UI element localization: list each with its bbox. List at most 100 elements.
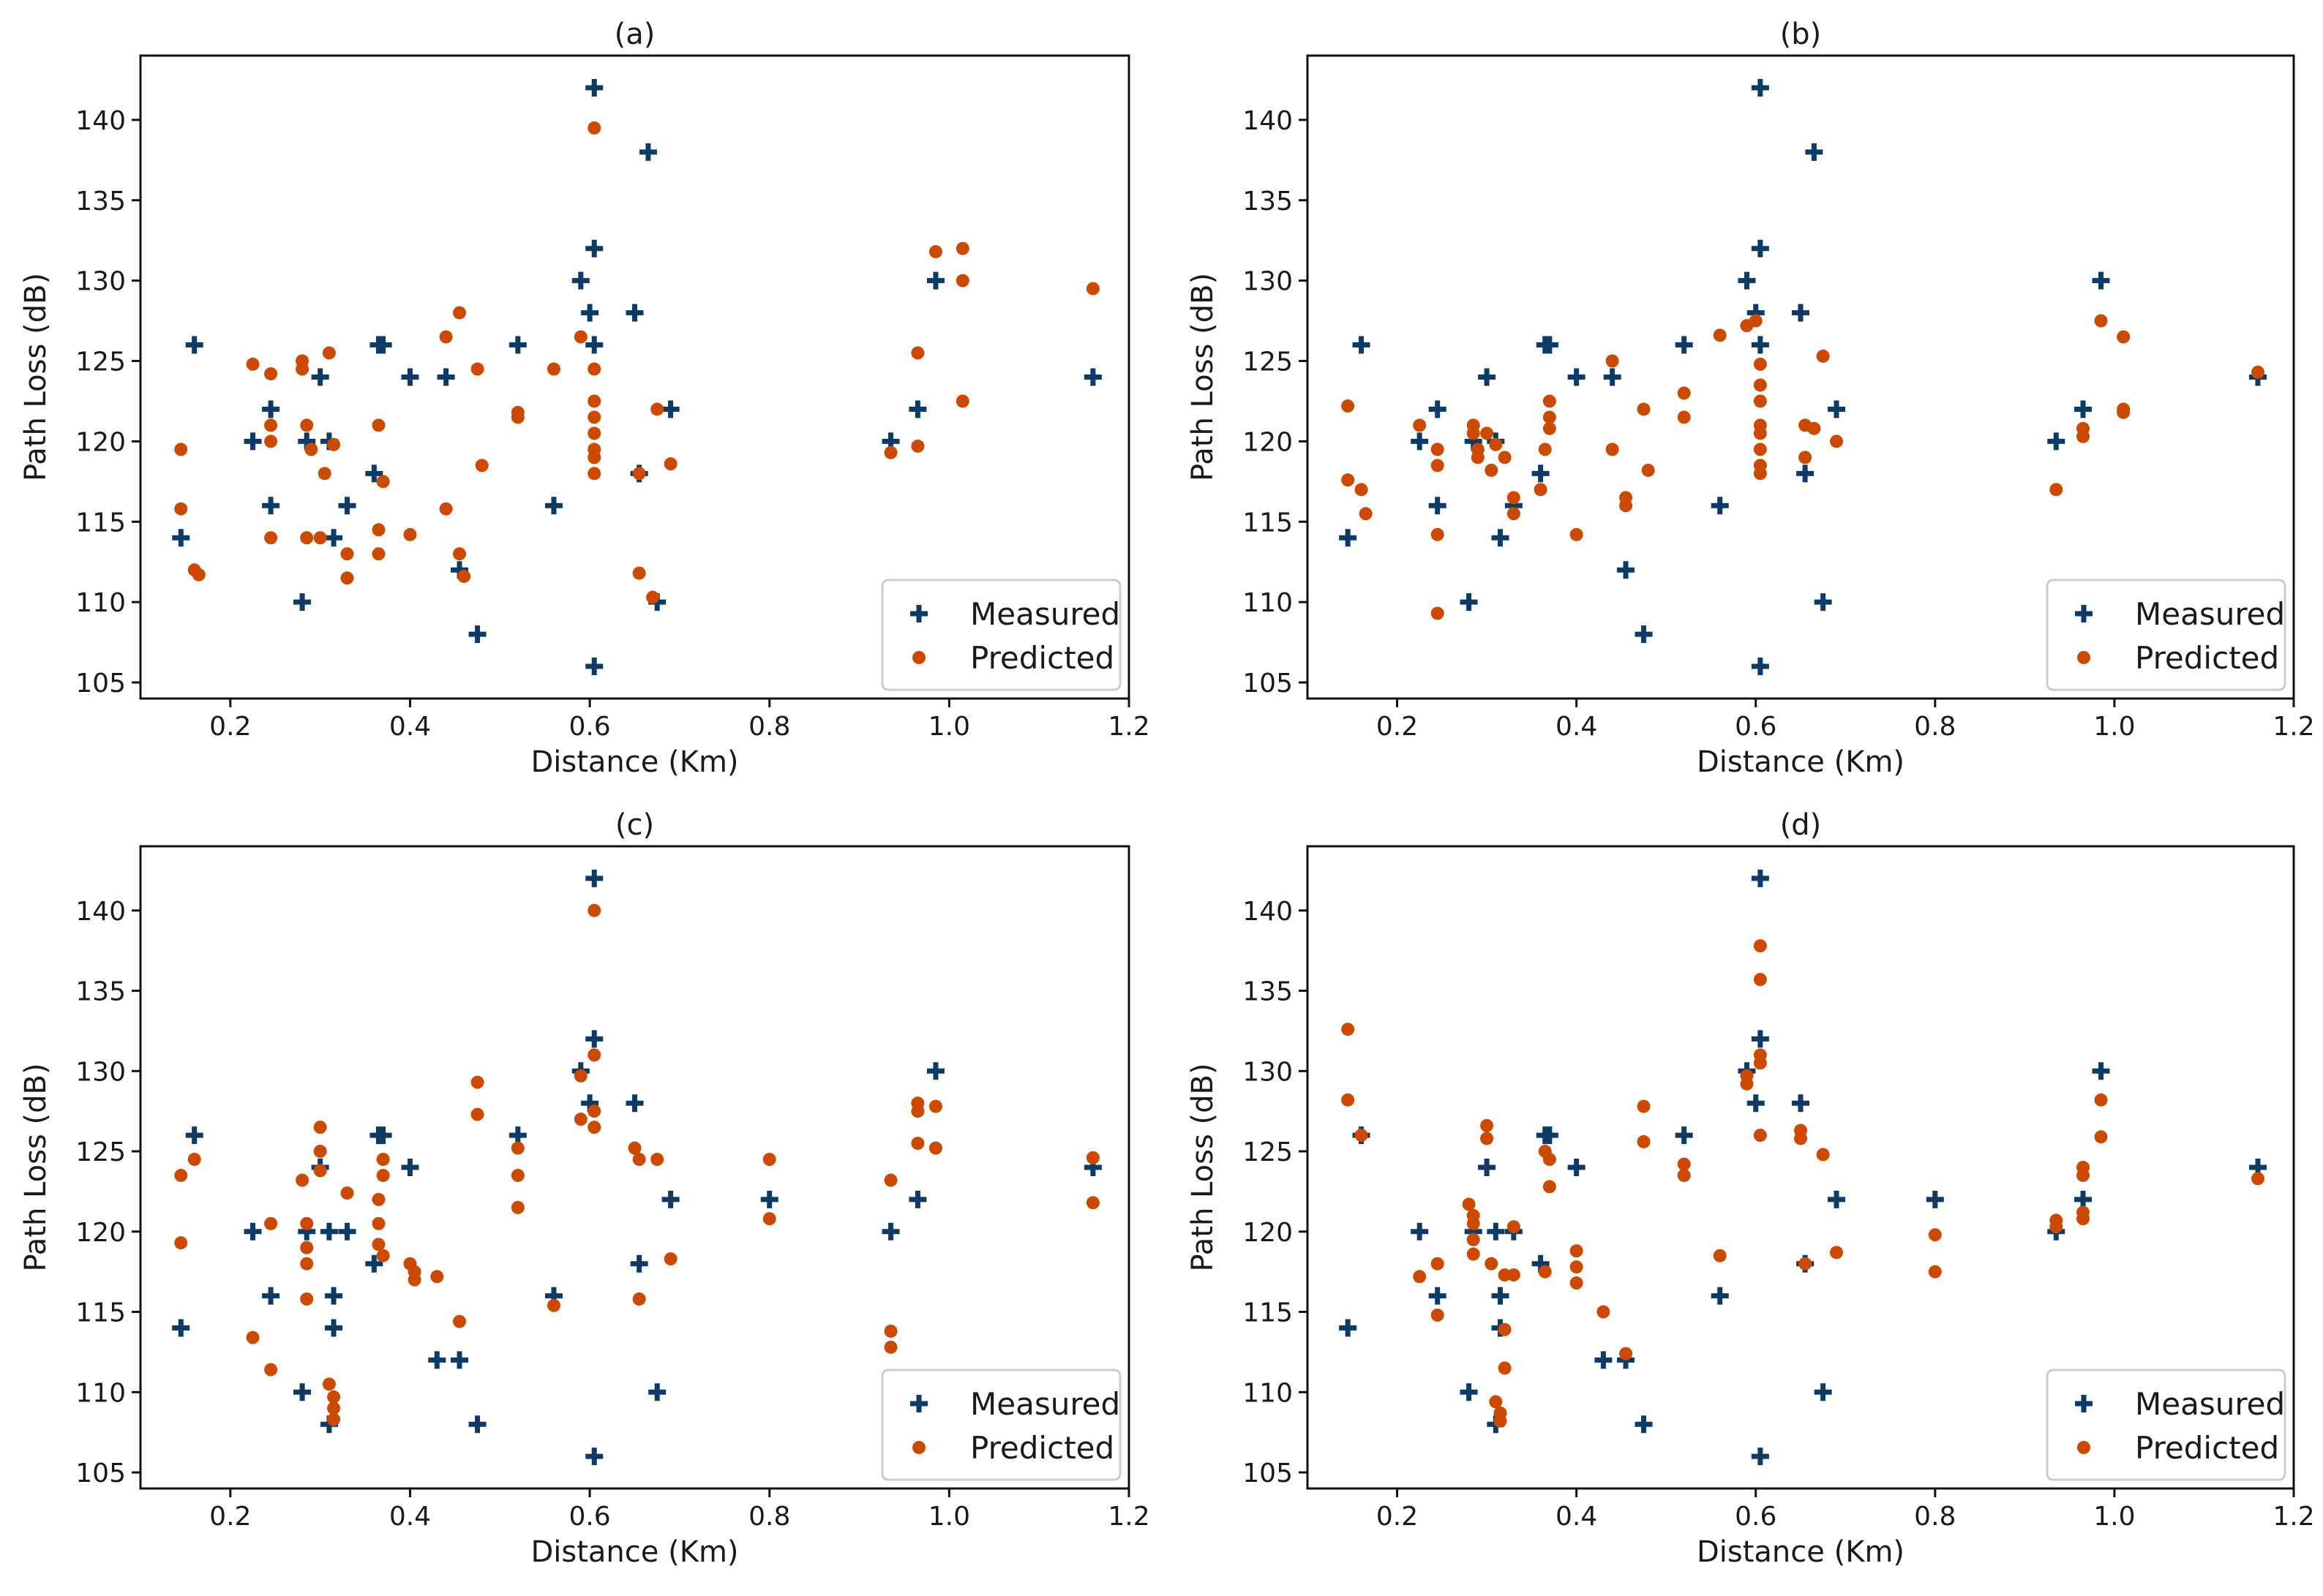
predicted-point-3-2 (1354, 1129, 1368, 1143)
predicted-point-1-7 (1430, 527, 1444, 541)
predicted-point-0-40 (588, 426, 601, 440)
predicted-point-1-15 (1489, 437, 1503, 451)
measured-point-2-20 (544, 1287, 563, 1305)
measured-point-1-10 (1504, 497, 1523, 515)
measured-point-1-18 (1675, 336, 1693, 354)
predicted-point-0-37 (588, 362, 601, 376)
x-axis-label-3: Distance (Km) (1697, 1535, 1904, 1569)
legend-predicted-label-0: Predicted (970, 640, 1114, 676)
measured-point-0-31 (882, 432, 900, 451)
predicted-point-2-17 (327, 1412, 341, 1426)
measured-point-0-1 (185, 336, 203, 354)
predicted-point-0-21 (376, 475, 390, 489)
predicted-point-2-0 (174, 1168, 188, 1182)
y-tick-label-3-6: 135 (1242, 977, 1293, 1007)
measured-point-3-7 (1487, 1222, 1505, 1241)
predicted-point-0-45 (632, 566, 646, 580)
predicted-point-3-27 (1569, 1260, 1583, 1274)
measured-point-0-4 (262, 497, 280, 515)
y-tick-label-2-5: 130 (75, 1057, 126, 1087)
predicted-point-2-4 (264, 1363, 278, 1377)
measured-point-1-4 (1428, 497, 1446, 515)
predicted-point-3-45 (1798, 1257, 1812, 1271)
predicted-point-3-57 (2094, 1130, 2108, 1144)
predicted-point-2-42 (628, 1141, 642, 1155)
predicted-point-3-59 (2251, 1172, 2264, 1186)
predicted-point-1-36 (1753, 357, 1767, 371)
predicted-point-0-38 (588, 394, 601, 408)
predicted-point-1-56 (2251, 365, 2264, 379)
predicted-point-0-18 (340, 547, 354, 561)
x-tick-label-0-3: 0.8 (748, 712, 790, 742)
predicted-point-2-45 (650, 1153, 664, 1167)
predicted-point-1-46 (1807, 421, 1821, 435)
measured-point-1-5 (1460, 593, 1478, 611)
y-tick-label-2-7: 140 (75, 897, 126, 927)
predicted-point-2-55 (928, 1099, 942, 1113)
predicted-point-1-28 (1619, 499, 1633, 513)
measured-point-2-17 (451, 1351, 469, 1369)
predicted-point-2-8 (300, 1241, 314, 1254)
predicted-point-3-41 (1753, 1056, 1767, 1070)
predicted-point-2-58 (1086, 1151, 1100, 1164)
measured-point-0-21 (581, 304, 599, 322)
measured-point-2-26 (626, 1094, 644, 1113)
measured-point-1-11 (1531, 464, 1550, 483)
measured-point-0-17 (468, 625, 487, 644)
measured-point-1-19 (1711, 497, 1729, 515)
measured-point-3-9 (1491, 1287, 1509, 1305)
legend-measured-label-1: Measured (2135, 596, 2285, 632)
measured-point-0-6 (298, 432, 316, 451)
predicted-point-0-13 (300, 531, 314, 545)
legend-predicted-label-3: Predicted (2135, 1430, 2279, 1466)
predicted-point-0-0 (174, 443, 188, 456)
predicted-point-2-39 (588, 903, 601, 917)
measured-point-3-6 (1478, 1159, 1496, 1176)
predicted-point-2-23 (376, 1168, 390, 1182)
predicted-point-2-56 (928, 1141, 942, 1155)
measured-point-0-5 (293, 593, 312, 611)
predicted-point-3-4 (1430, 1257, 1444, 1271)
x-tick-label-0-0: 0.2 (209, 712, 251, 742)
measured-point-2-16 (428, 1351, 446, 1369)
legend-3: Measured Predicted (2046, 1369, 2286, 1481)
measured-point-0-13 (374, 336, 392, 354)
predicted-point-1-25 (1605, 354, 1619, 368)
measured-point-2-2 (244, 1222, 262, 1241)
predicted-point-2-12 (313, 1145, 327, 1159)
measured-point-1-22 (1751, 78, 1769, 97)
x-tick-label-3-1: 0.4 (1555, 1502, 1597, 1532)
predicted-point-0-3 (192, 568, 206, 581)
measured-point-1-13 (1540, 336, 1558, 354)
predicted-point-3-39 (1753, 973, 1767, 987)
measured-point-3-23 (1751, 869, 1769, 887)
predicted-point-2-38 (588, 1048, 601, 1062)
measured-point-2-33 (926, 1062, 945, 1080)
measured-point-3-22 (1746, 1094, 1765, 1113)
predicted-point-2-47 (762, 1153, 776, 1167)
predicted-point-1-35 (1749, 314, 1763, 328)
predicted-point-1-29 (1637, 402, 1651, 416)
predicted-point-3-3 (1413, 1270, 1427, 1284)
measured-point-2-32 (909, 1190, 927, 1208)
predicted-point-2-13 (313, 1164, 327, 1178)
predicted-point-2-54 (911, 1137, 925, 1151)
predicted-point-0-11 (300, 418, 314, 432)
panel-title-0: (a) (615, 18, 656, 51)
y-tick-label-3-3: 120 (1242, 1218, 1293, 1248)
predicted-point-2-53 (911, 1104, 925, 1118)
predicted-point-2-59 (1086, 1196, 1100, 1210)
legend-predicted-label-2: Predicted (970, 1430, 1114, 1466)
legend-measured-label-0: Measured (970, 596, 1120, 632)
y-tick-label-2-0: 105 (75, 1458, 126, 1488)
predicted-point-0-35 (574, 330, 588, 344)
x-tick-label-0-4: 1.0 (928, 712, 970, 742)
predicted-point-1-53 (2117, 330, 2131, 344)
measured-point-0-25 (585, 658, 604, 676)
measured-point-3-12 (1531, 1254, 1550, 1273)
y-axis-label-0: Path Loss (dB) (19, 273, 53, 481)
measured-point-3-29 (1828, 1190, 1846, 1208)
x-tick-label-2-4: 1.0 (928, 1502, 970, 1532)
predicted-point-1-0 (1341, 399, 1355, 413)
measured-point-2-14 (374, 1126, 392, 1145)
